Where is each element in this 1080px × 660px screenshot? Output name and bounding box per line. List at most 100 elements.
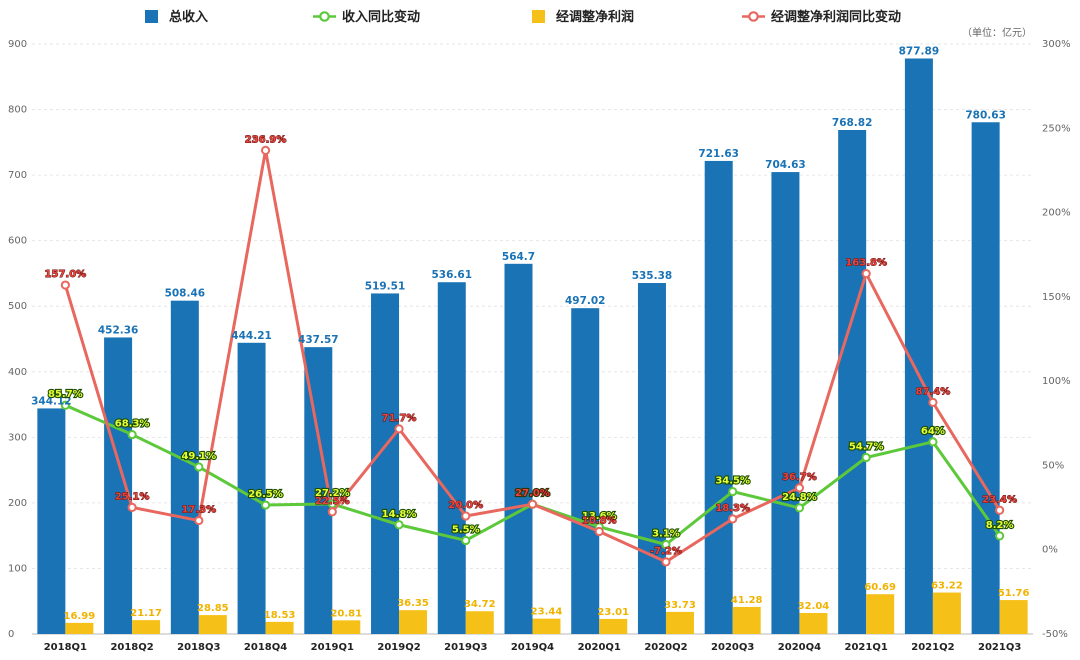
net-profit-growth-point[interactable] — [995, 505, 1005, 515]
y2-tick-label: 250% — [1042, 123, 1071, 134]
bars — [37, 58, 1028, 635]
x-tick-label: 2018Q1 — [44, 642, 87, 653]
revenue-bar[interactable] — [104, 337, 133, 634]
net-profit-growth-label: 23.4% — [982, 494, 1017, 505]
net-profit-growth-point[interactable] — [794, 483, 805, 493]
revenue-growth-point[interactable] — [194, 462, 204, 472]
net-profit-bar[interactable] — [932, 592, 961, 634]
net-profit-growth-label: 163.8% — [845, 258, 887, 269]
revenue-growth-point[interactable] — [127, 429, 137, 440]
revenue-growth-point[interactable] — [394, 520, 404, 530]
revenue-data-label: 344.12 — [31, 395, 72, 407]
revenue-bar[interactable] — [571, 308, 600, 634]
net-profit-data-label: 63.22 — [931, 581, 963, 592]
revenue-bar[interactable] — [704, 160, 733, 634]
net-profit-bar[interactable] — [265, 621, 294, 634]
net-profit-growth-point[interactable] — [127, 502, 137, 513]
net-profit-bar[interactable] — [399, 610, 428, 634]
net-profit-growth-point[interactable] — [60, 280, 70, 290]
revenue-growth-label: 49.1% — [181, 451, 216, 462]
revenue-growth-point[interactable] — [461, 535, 471, 546]
revenue-bar[interactable] — [37, 408, 66, 634]
right-y-axis: -50% 0% 50% 100% 150% 200% 250% 300% — [1042, 39, 1071, 640]
net-profit-data-label: 34.72 — [464, 599, 496, 610]
y2-tick-label: -50% — [1042, 629, 1068, 640]
revenue-growth-point[interactable] — [260, 500, 271, 510]
y-tick-label: 0 — [8, 629, 14, 640]
net-profit-growth-point[interactable] — [527, 499, 538, 509]
net-profit-bar[interactable] — [799, 612, 828, 634]
revenue-growth-label: 5.5% — [452, 524, 480, 535]
legend-item[interactable]: 经调整净利润 — [532, 9, 634, 25]
revenue-bar[interactable] — [504, 263, 533, 634]
unit-note: （单位：亿元） — [962, 26, 1032, 39]
revenue-bar[interactable] — [170, 300, 199, 634]
y2-tick-label: 50% — [1042, 460, 1064, 471]
revenue-growth-label: 3.1% — [652, 528, 680, 539]
net-profit-data-label: 60.69 — [864, 582, 896, 593]
net-profit-bar[interactable] — [132, 620, 161, 634]
revenue-growth-point[interactable] — [995, 531, 1005, 541]
net-profit-bar[interactable] — [65, 622, 94, 634]
net-profit-bar[interactable] — [532, 618, 561, 634]
revenue-bar[interactable] — [904, 58, 933, 635]
legend-item[interactable]: 经调整净利润同比变动 — [742, 9, 901, 25]
revenue-growth-label: 54.7% — [849, 442, 884, 453]
net-profit-growth-point[interactable] — [194, 515, 204, 526]
y-tick-label: 900 — [8, 39, 27, 50]
revenue-bar[interactable] — [971, 122, 1000, 635]
revenue-bar[interactable] — [637, 283, 666, 634]
net-profit-bar[interactable] — [866, 594, 895, 634]
revenue-data-label: 519.51 — [365, 280, 406, 292]
net-profit-bar[interactable] — [599, 618, 628, 634]
legend-label: 经调整净利润同比变动 — [771, 9, 901, 25]
revenue-growth-point[interactable] — [60, 400, 70, 410]
revenue-bar[interactable] — [771, 172, 800, 635]
net-profit-data-label: 18.53 — [264, 610, 296, 621]
net-profit-growth-label: 157.0% — [45, 269, 87, 280]
net-profit-data-label: 21.17 — [130, 608, 162, 619]
y-tick-label: 600 — [8, 236, 27, 247]
y-tick-label: 300 — [8, 432, 27, 443]
revenue-growth-point[interactable] — [728, 486, 738, 497]
revenue-growth-point[interactable] — [861, 452, 871, 463]
net-profit-growth-point[interactable] — [661, 557, 671, 567]
net-profit-growth-label: 22.5% — [315, 496, 350, 507]
revenue-growth-point[interactable] — [794, 503, 805, 513]
net-profit-growth-point[interactable] — [594, 526, 604, 537]
net-profit-bar[interactable] — [198, 615, 227, 634]
lines — [60, 145, 1005, 567]
y2-tick-label: 150% — [1042, 292, 1071, 303]
net-profit-growth-point[interactable] — [728, 514, 738, 524]
revenue-bar[interactable] — [838, 129, 867, 634]
net-profit-growth-point[interactable] — [928, 397, 938, 407]
net-profit-data-label: 32.04 — [798, 601, 830, 612]
net-profit-growth-point[interactable] — [394, 424, 404, 434]
net-profit-bar[interactable] — [665, 611, 694, 634]
revenue-bar[interactable] — [371, 293, 400, 634]
revenue-growth-label: 8.2% — [986, 520, 1014, 531]
revenue-growth-point[interactable] — [661, 539, 671, 550]
revenue-data-label: 535.38 — [632, 270, 673, 282]
revenue-bar[interactable] — [437, 282, 466, 634]
net-profit-growth-point[interactable] — [260, 145, 271, 155]
revenue-growth-point[interactable] — [928, 437, 938, 447]
legend[interactable]: 总收入 收入同比变动 经调整净利润 经调整净利润同比变动 — [145, 9, 901, 25]
revenue-data-label: 780.63 — [965, 109, 1006, 121]
net-profit-data-label: 33.73 — [664, 600, 696, 611]
net-profit-growth-point[interactable] — [861, 268, 871, 279]
legend-item[interactable]: 收入同比变动 — [313, 9, 420, 25]
y-tick-label: 200 — [8, 498, 27, 509]
net-profit-bar[interactable] — [732, 606, 761, 634]
net-profit-growth-point[interactable] — [461, 511, 471, 521]
x-tick-label: 2019Q3 — [444, 642, 487, 653]
net-profit-bar[interactable] — [999, 600, 1028, 634]
net-profit-bar[interactable] — [465, 611, 494, 634]
revenue-growth-label: 27.0% — [515, 488, 550, 499]
net-profit-bar[interactable] — [332, 620, 361, 634]
revenue-growth-label: 26.5% — [248, 489, 283, 500]
revenue-bar[interactable] — [237, 342, 266, 634]
x-tick-label: 2020Q4 — [778, 642, 821, 653]
legend-item[interactable]: 总收入 — [145, 9, 208, 25]
net-profit-growth-point[interactable] — [327, 507, 337, 517]
